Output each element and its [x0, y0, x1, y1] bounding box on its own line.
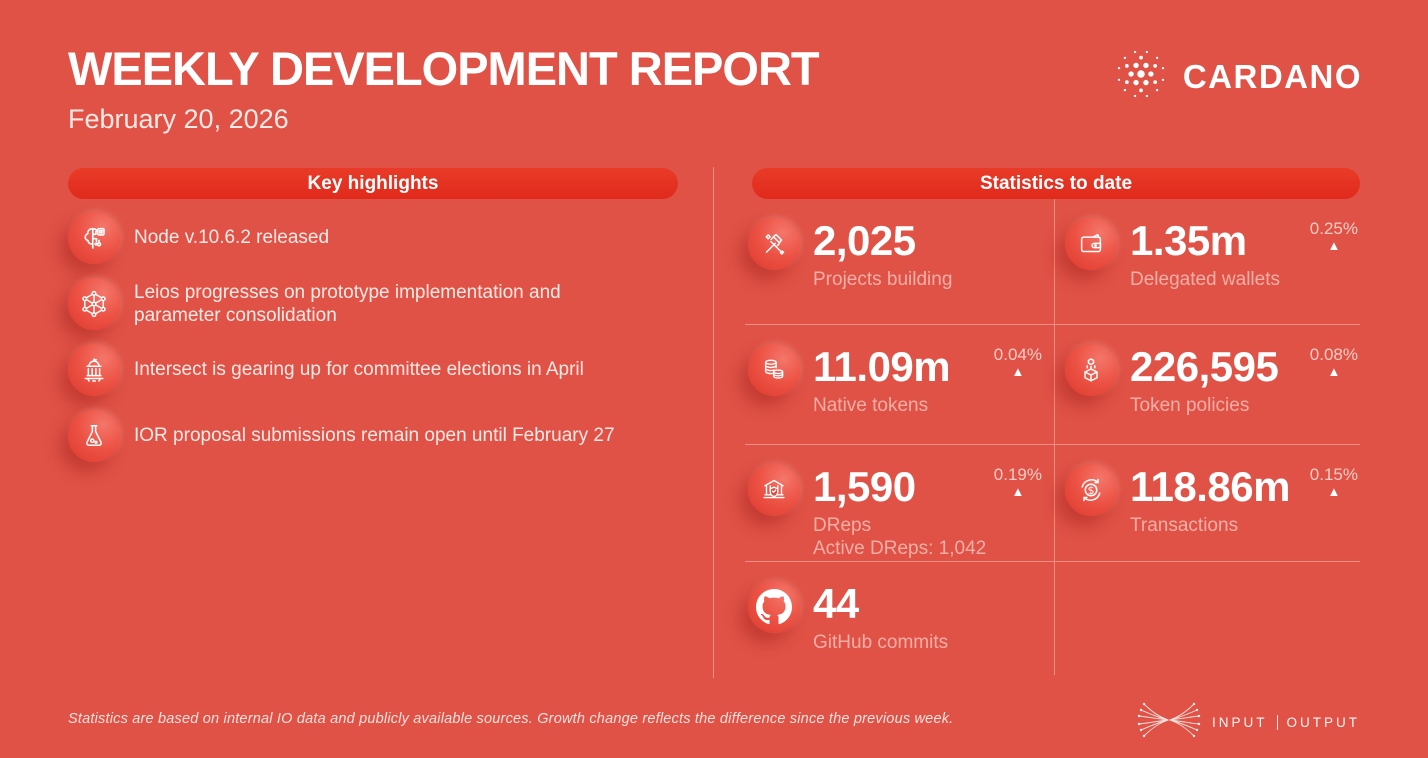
- stat-value: 11.09m: [813, 343, 951, 390]
- tools-icon: [748, 218, 800, 270]
- key-highlights-header: Key highlights: [68, 168, 678, 199]
- io-wordmark: INPUT OUTPUT: [1212, 715, 1360, 730]
- wallet-icon: [1065, 218, 1117, 270]
- io-divider-bar: [1276, 715, 1278, 730]
- highlight-item-leios: Leios progresses on prototype implementa…: [68, 278, 683, 330]
- up-arrow-icon: ▲: [1327, 484, 1341, 499]
- stat-value: 118.86m: [1130, 463, 1291, 510]
- footer-disclaimer: Statistics are based on internal IO data…: [68, 711, 954, 727]
- highlight-text: Leios progresses on prototype implementa…: [134, 281, 561, 327]
- page-title: WEEKLY DEVELOPMENT REPORT: [68, 42, 820, 95]
- github-icon: [748, 581, 800, 633]
- government-icon: [68, 344, 120, 396]
- up-arrow-icon: ▲: [1327, 364, 1341, 379]
- stat-projects-building: 2,025 Projects building: [745, 199, 1055, 325]
- stat-label: Native tokens: [813, 395, 929, 416]
- cube-network-icon: [68, 278, 120, 330]
- highlight-item-node: Node v.10.6.2 released: [68, 212, 683, 264]
- stat-change: 0.25% ▲: [1309, 219, 1358, 253]
- stat-dreps: 1,590 0.19% ▲ DReps Active DReps: 1,042: [745, 445, 1055, 562]
- stat-label: Transactions: [1130, 515, 1239, 536]
- highlights-list: Node v.10.6.2 released Leios progresses …: [68, 212, 683, 476]
- dollar-cycle-icon: $: [1065, 464, 1117, 516]
- stat-label: Token policies: [1130, 395, 1250, 416]
- stat-transactions: $ 118.86m 0.15% ▲ Transactions: [1055, 445, 1360, 562]
- stat-label: Delegated wallets: [1130, 269, 1280, 290]
- cardano-wordmark: CARDANO: [1182, 57, 1362, 95]
- coins-icon: [748, 344, 800, 396]
- up-arrow-icon: ▲: [1011, 364, 1025, 379]
- highlight-text: Node v.10.6.2 released: [134, 227, 330, 249]
- statistics-grid: 2,025 Projects building 1.35m 0.25%: [745, 199, 1360, 675]
- stat-label: GitHub commits: [813, 632, 949, 653]
- up-arrow-icon: ▲: [1327, 238, 1341, 253]
- cardano-starburst-icon: [1113, 46, 1169, 107]
- stat-value: 1.35m: [1130, 217, 1247, 264]
- stat-value: 2,025: [813, 217, 916, 264]
- report-date: February 20, 2026: [68, 104, 289, 134]
- stat-github-commits: 44 GitHub commits: [745, 562, 1055, 675]
- stat-value: 44: [813, 580, 859, 627]
- stat-label: Projects building: [813, 269, 953, 290]
- stat-empty-cell: [1055, 562, 1360, 675]
- brain-chip-icon: [68, 212, 120, 264]
- highlight-item-intersect: Intersect is gearing up for committee el…: [68, 344, 683, 396]
- stat-sublabel: Active DReps: 1,042: [813, 538, 987, 559]
- up-arrow-icon: ▲: [1011, 484, 1025, 499]
- statistics-header: Statistics to date: [752, 168, 1360, 199]
- token-box-icon: [1065, 344, 1117, 396]
- cardano-logo: CARDANO: [1113, 46, 1362, 107]
- input-output-logo: INPUT OUTPUT: [1136, 697, 1360, 748]
- highlight-text: IOR proposal submissions remain open unt…: [134, 425, 615, 447]
- stat-change: 0.04% ▲: [993, 345, 1042, 379]
- stat-delegated-wallets: 1.35m 0.25% ▲ Delegated wallets: [1055, 199, 1360, 325]
- svg-text:$: $: [1088, 484, 1095, 497]
- bank-shield-icon: [748, 464, 800, 516]
- highlight-item-ior: IOR proposal submissions remain open unt…: [68, 410, 683, 462]
- flask-icon: [68, 410, 120, 462]
- stat-token-policies: 226,595 0.08% ▲ Token policies: [1055, 325, 1360, 445]
- stat-label: DReps: [813, 515, 872, 536]
- highlight-text: Intersect is gearing up for committee el…: [134, 359, 584, 381]
- stat-value: 226,595: [1130, 343, 1279, 390]
- stat-change: 0.15% ▲: [1309, 465, 1358, 499]
- stat-native-tokens: 11.09m 0.04% ▲ Native tokens: [745, 325, 1055, 445]
- stat-change: 0.19% ▲: [993, 465, 1042, 499]
- io-butterfly-icon: [1136, 697, 1202, 748]
- stat-value: 1,590: [813, 463, 916, 510]
- stat-change: 0.08% ▲: [1309, 345, 1358, 379]
- column-divider: [713, 167, 714, 678]
